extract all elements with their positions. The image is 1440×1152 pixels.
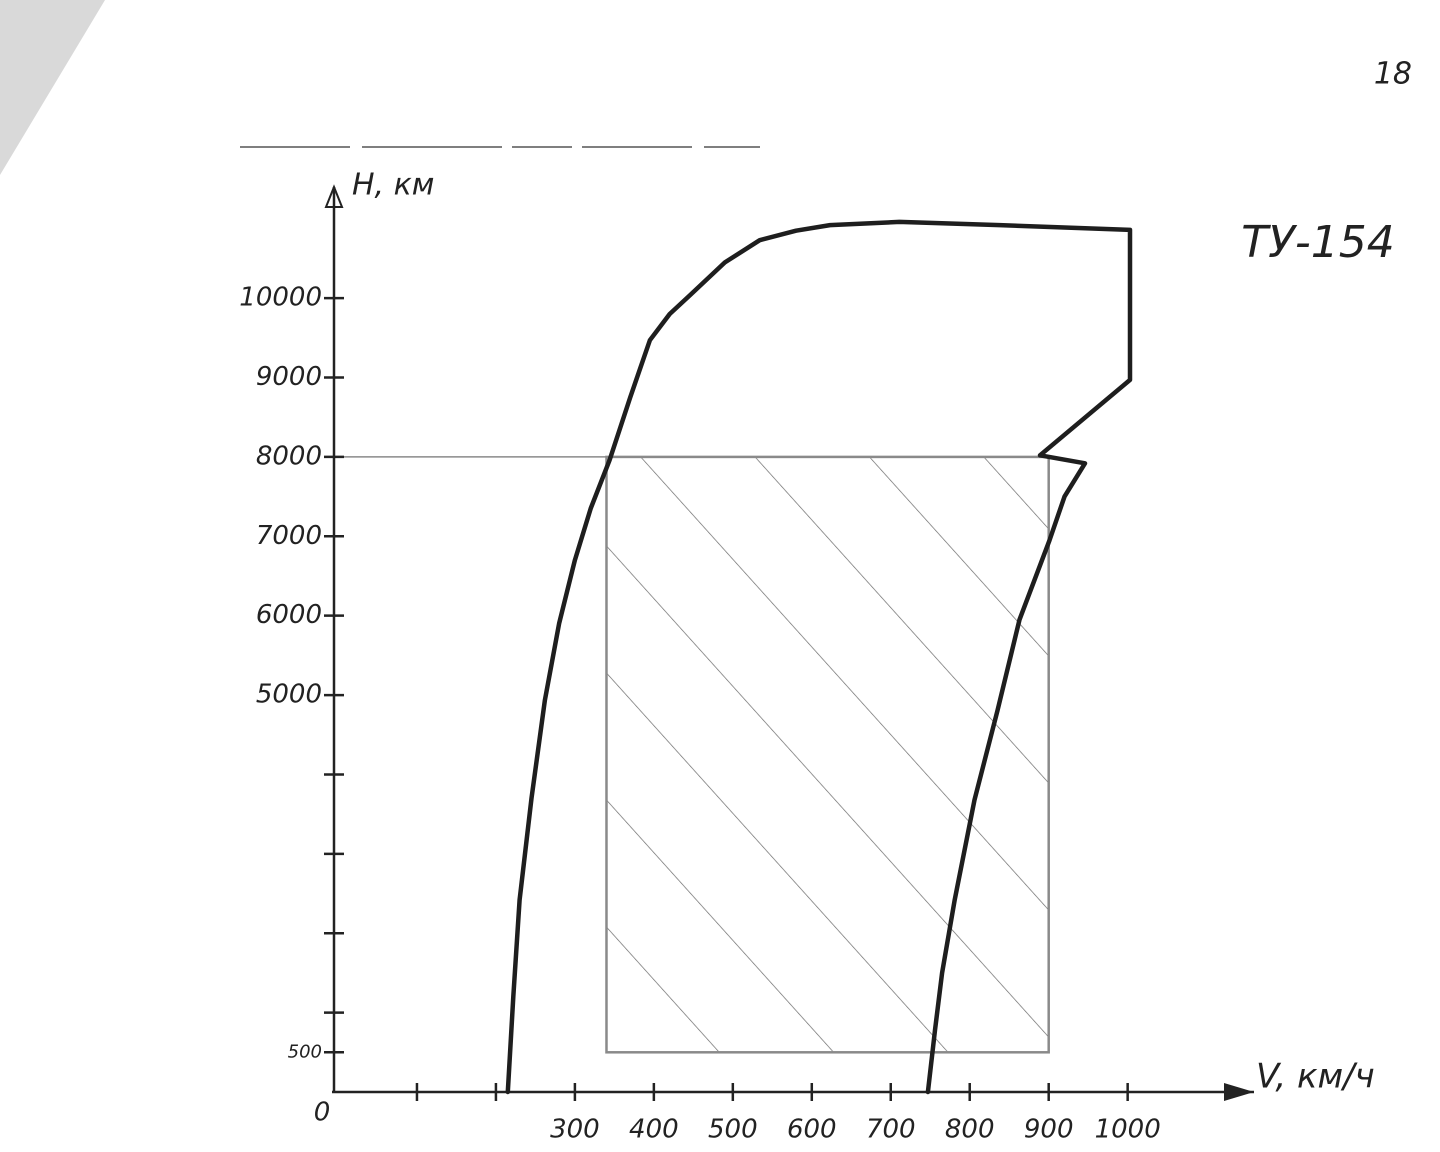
x-tick-label: 700 [866, 1115, 916, 1145]
x-tick-label: 500 [708, 1115, 758, 1145]
y-tick-label: 6000 [256, 600, 322, 630]
flight-envelope [505, 219, 1133, 1095]
page-number: 18 [1374, 57, 1412, 92]
y-axis-arrow [324, 184, 344, 208]
x-axis-label: V, км/ч [1256, 1057, 1375, 1097]
y-tick-label: 8000 [256, 441, 322, 471]
x-tick-label: 400 [629, 1115, 679, 1145]
y-tick-label: 10000 [239, 283, 322, 313]
scan-shadow [0, 0, 105, 175]
chart-title: ТУ-154 [1241, 217, 1395, 268]
y-tick-label: 5000 [256, 680, 322, 710]
origin-label: 0 [314, 1098, 331, 1128]
plot-area: 300 400 500 600 700 800 900 1000 500 5000 6000 7000… [239, 184, 1254, 1145]
x-tick-label: 600 [787, 1115, 837, 1145]
x-tick-label: 800 [945, 1115, 995, 1145]
y-axis-label: Н, км [352, 168, 434, 203]
y-tick-label: 9000 [256, 362, 322, 392]
x-axis-arrow [1224, 1083, 1254, 1101]
y-tick-label: 500 [288, 1041, 322, 1062]
x-tick-label: 1000 [1095, 1115, 1161, 1145]
x-tick-label: 900 [1024, 1115, 1074, 1145]
operating-region [605, 455, 1050, 1054]
x-tick-label: 300 [550, 1115, 600, 1145]
y-tick-label: 7000 [256, 521, 322, 551]
